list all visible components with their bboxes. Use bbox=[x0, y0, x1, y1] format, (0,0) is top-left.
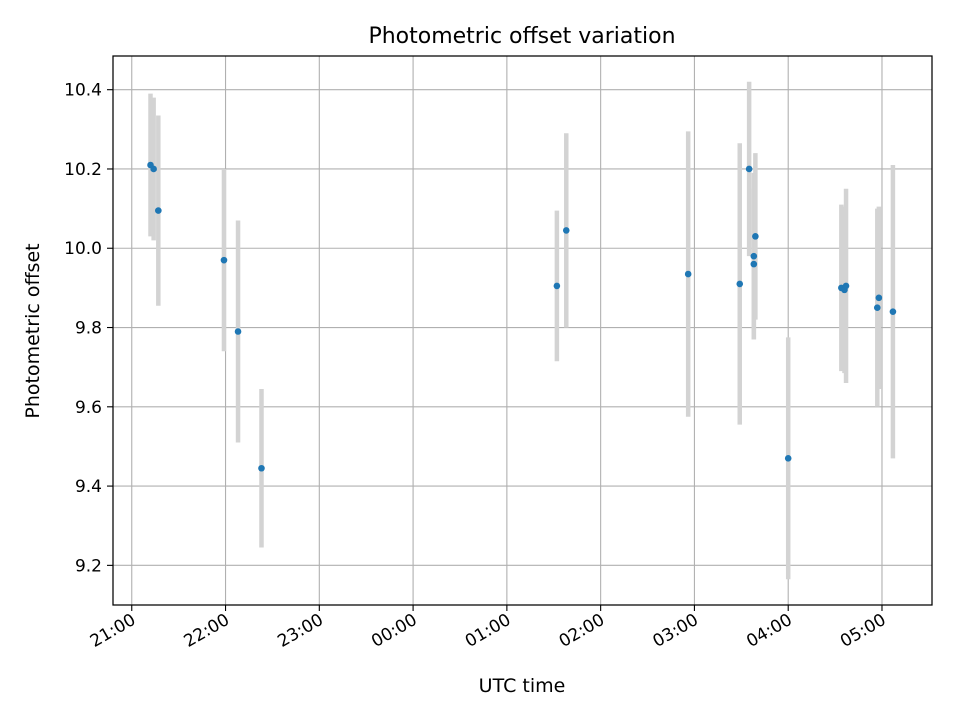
data-point bbox=[889, 308, 897, 315]
data-point bbox=[752, 233, 759, 240]
data-point bbox=[784, 455, 792, 462]
data-points bbox=[147, 161, 897, 472]
y-tick-label: 9.6 bbox=[75, 398, 102, 418]
data-point bbox=[842, 282, 850, 290]
grid-lines bbox=[113, 56, 932, 605]
data-point bbox=[745, 165, 753, 173]
data-point bbox=[684, 270, 692, 278]
y-axis-label: Photometric offset bbox=[22, 243, 44, 418]
y-tick-label: 9.8 bbox=[75, 319, 102, 339]
data-point bbox=[258, 464, 265, 472]
data-point bbox=[553, 282, 561, 290]
data-point bbox=[873, 304, 881, 312]
data-point bbox=[750, 260, 758, 268]
y-tick-label: 9.4 bbox=[75, 477, 102, 497]
plot-frame bbox=[112, 55, 933, 606]
y-tick-label: 10.0 bbox=[64, 239, 102, 259]
data-point bbox=[220, 256, 228, 264]
y-axis-ticks: 9.2 9.4 9.6 9.8 10.0 10.2 10.4 bbox=[64, 81, 113, 576]
data-point bbox=[234, 328, 242, 335]
y-tick-label: 10.2 bbox=[64, 160, 102, 180]
data-point bbox=[736, 280, 744, 288]
chart-title: Photometric offset variation bbox=[368, 24, 675, 49]
data-point bbox=[875, 294, 883, 302]
data-point bbox=[750, 252, 758, 260]
y-tick-label: 10.4 bbox=[64, 81, 102, 101]
data-point bbox=[562, 227, 570, 234]
data-point bbox=[150, 165, 157, 173]
data-point bbox=[155, 207, 162, 214]
y-tick-label: 9.2 bbox=[75, 556, 102, 576]
x-axis-label: UTC time bbox=[479, 675, 566, 697]
